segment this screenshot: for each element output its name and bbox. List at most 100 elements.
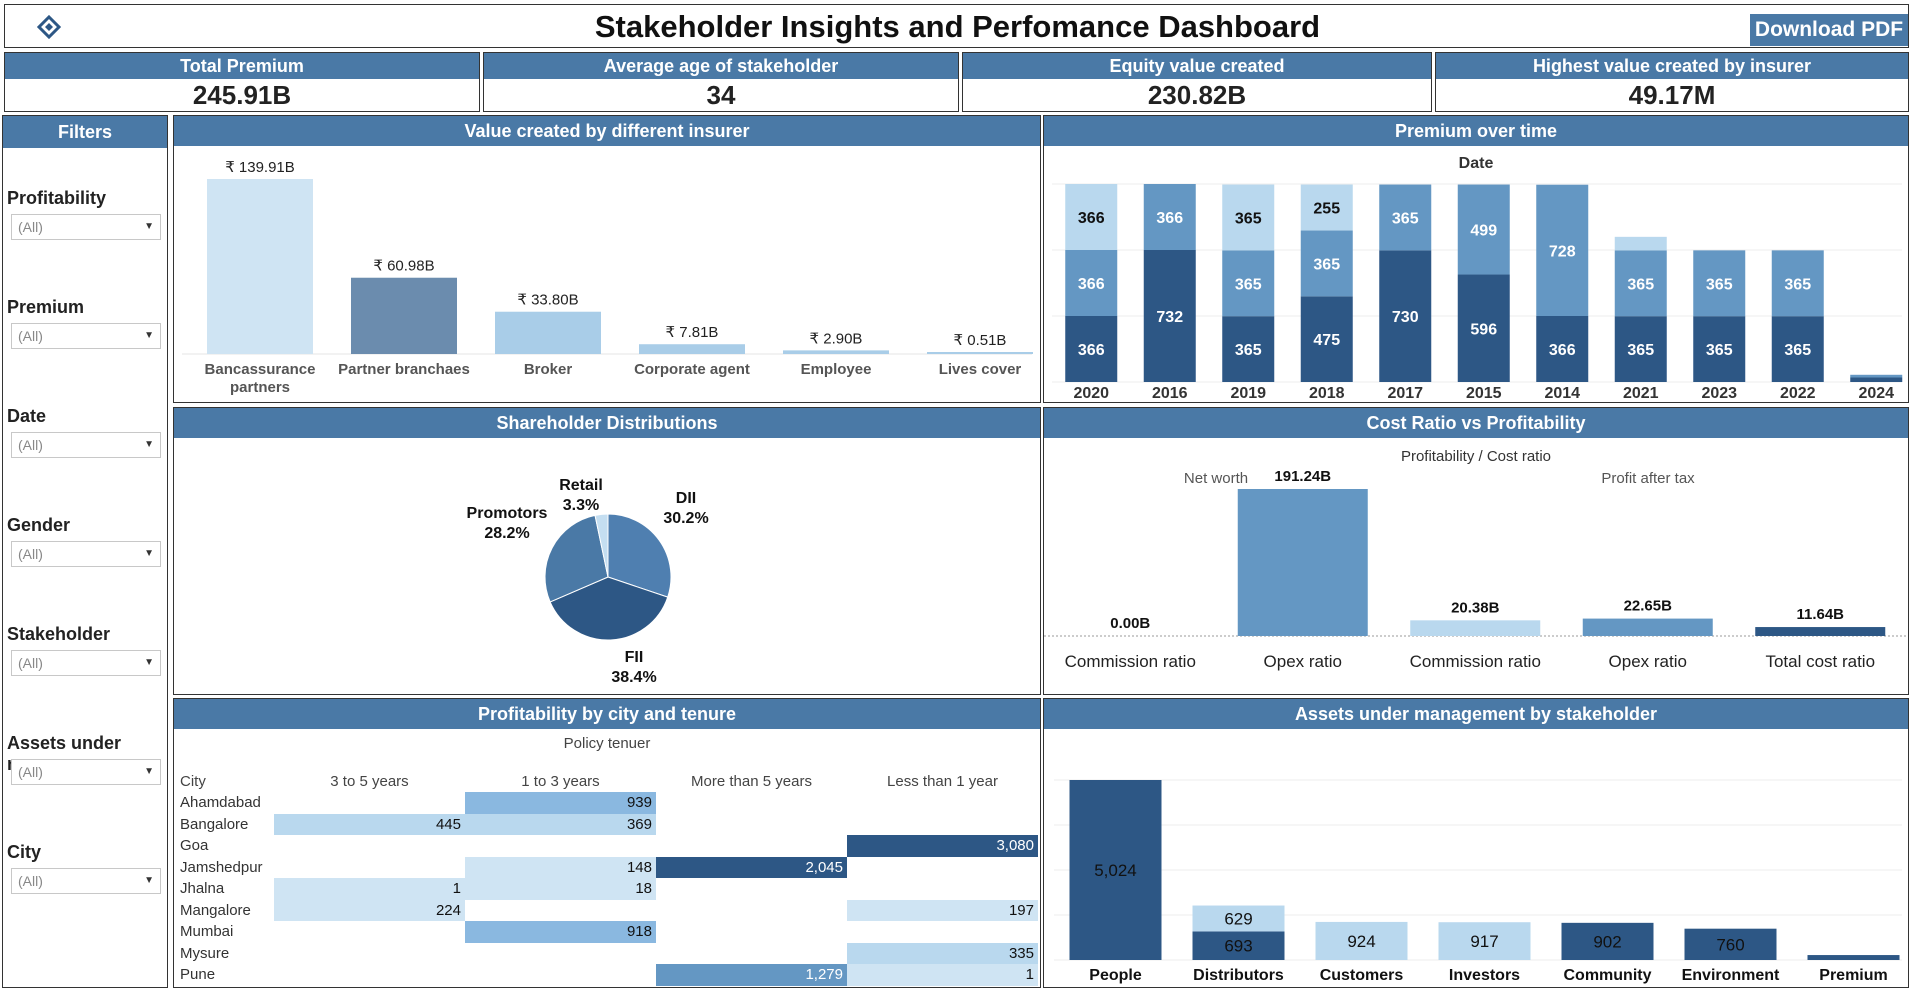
category-label: Total cost ratio [1765,652,1875,671]
x-tick-label: 2018 [1309,385,1345,402]
segment-label: 366 [1078,210,1105,227]
bar-segment-distributors [1192,931,1285,960]
row-city: Bangalore [180,815,249,833]
data-label: 11.64B [1796,606,1844,623]
filter-value: (All) [18,328,43,344]
download-pdf-button[interactable]: Download PDF [1750,14,1908,46]
filter-label-profitability: Profitability [7,188,107,208]
bar-segment-2016 [1143,250,1196,382]
bar-segment-investors [1438,922,1531,960]
segment-label: 760 [1716,935,1744,954]
bar-segment-distributors [1192,905,1285,932]
bar-employee [783,350,889,354]
x-tick-label: 2023 [1701,385,1737,402]
chart-title: Profitability / Cost ratio [1401,448,1551,465]
bar-total-cost-ratio [1755,627,1886,636]
city-tenure-panel: Profitability by city and tenure Policy … [173,698,1041,988]
chevron-down-icon: ▼ [144,875,154,886]
data-label: 0.00B [1110,615,1150,632]
kpi-value: 49.17M [1628,80,1716,110]
segment-label: 924 [1347,932,1375,951]
x-tick-label: Investors [1449,967,1520,984]
table-cell: 445 [274,813,465,835]
kpi-title: Total Premium [5,53,479,79]
header-bar: Stakeholder Insights and Perfomance Dash… [4,4,1909,48]
group-label: Net worth [1184,470,1248,487]
category-label: Employee [801,361,872,378]
filter-dropdown-stakeholder[interactable]: (All) ▼ [11,650,161,676]
column-header: 1 to 3 years [521,773,600,790]
segment-label: 365 [1627,276,1654,293]
filter-label-date: Date [7,406,47,426]
bar-segment-2015 [1457,184,1510,275]
slice-name: Retail [559,477,603,494]
filter-dropdown-assets-under-man[interactable]: (All) ▼ [11,759,161,785]
segment-label: 365 [1706,276,1733,293]
filter-dropdown-city[interactable]: (All) ▼ [11,868,161,894]
segment-label: 475 [1313,332,1340,349]
slice-name: Promotors [467,505,548,522]
aum-panel: Assets under management by stakeholder 5… [1043,698,1909,988]
bar-segment-2020 [1065,316,1118,382]
bar-segment-2019 [1222,250,1275,317]
filters-title: Filters [3,116,167,148]
data-label: 22.65B [1624,598,1673,615]
filter-dropdown-profitability[interactable]: (All) ▼ [11,214,161,240]
filter-value: (All) [18,764,43,780]
filters-panel: Filters Profitability (All) ▼ Premium (All) ▼… [2,115,168,988]
bar-bancassurance-partners [207,179,313,354]
logo-icon [36,14,62,40]
bar-segment-environment [1684,928,1777,960]
filter-dropdown-date[interactable]: (All) ▼ [11,432,161,458]
bar-segment-2021 [1614,250,1667,317]
filter-value: (All) [18,873,43,889]
filter-dropdown-gender[interactable]: (All) ▼ [11,541,161,567]
slice-name: FII [625,649,644,666]
segment-label: 365 [1784,276,1811,293]
chevron-down-icon: ▼ [144,221,154,232]
table-cell: 3,080 [847,835,1038,857]
filter-label-stakeholder: Stakeholder [7,624,111,644]
row-city: Jhalna [180,880,225,897]
pie-slice-retail [594,513,609,578]
insurer-panel: Value created by different insurer ₹ 139… [173,115,1041,403]
x-tick-label: 2015 [1466,385,1502,402]
bar-segment-2024 [1850,377,1903,382]
kpi-value: 245.91B [192,80,292,110]
table-cell: 369 [465,813,656,835]
x-tick-label: 2019 [1230,385,1266,402]
segment-label: 730 [1392,309,1419,326]
bar-segment-2018 [1300,184,1353,231]
x-tick-label: 2016 [1152,385,1188,402]
segment-label: 902 [1593,932,1621,951]
category-label: Bancassurance [205,361,316,378]
category-label: partners [230,379,290,396]
kpi-title: Highest value created by insurer [1436,53,1908,79]
category-label: Lives cover [939,361,1022,378]
bar-segment-2016 [1143,184,1196,250]
bar-segment-2014 [1536,184,1589,316]
shareholder-pie-chart: DII 30.2% FII 38.4% Promotors 28.2% Retail 3.3% [467,477,709,686]
data-label: ₹ 7.81B [666,324,719,341]
bar-segment-2021 [1614,316,1667,382]
segment-label: 365 [1235,342,1262,359]
slice-percent: 38.4% [611,669,656,686]
kpi-value: 230.82B [1147,80,1247,110]
bar-corporate-agent [639,344,745,354]
x-tick-label: 2022 [1780,385,1816,402]
group-label: Profit after tax [1601,470,1695,487]
panel-title: Value created by different insurer [174,116,1040,146]
bar-segment-2014 [1536,316,1589,382]
filter-dropdown-premium[interactable]: (All) ▼ [11,323,161,349]
bar-opex-ratio [1237,489,1368,636]
chevron-down-icon: ▼ [144,657,154,668]
table-title: Policy tenuer [563,735,651,752]
kpi-average-age: Average age of stakeholder 34 [483,52,959,112]
pie-slice-fii [549,576,669,641]
category-label: Broker [524,361,573,378]
bar-segment-2020 [1065,184,1118,250]
category-label: Corporate agent [634,361,750,378]
bar-segment-2019 [1222,184,1275,251]
x-tick-label: 2021 [1623,385,1659,402]
slice-name: DII [676,490,696,507]
